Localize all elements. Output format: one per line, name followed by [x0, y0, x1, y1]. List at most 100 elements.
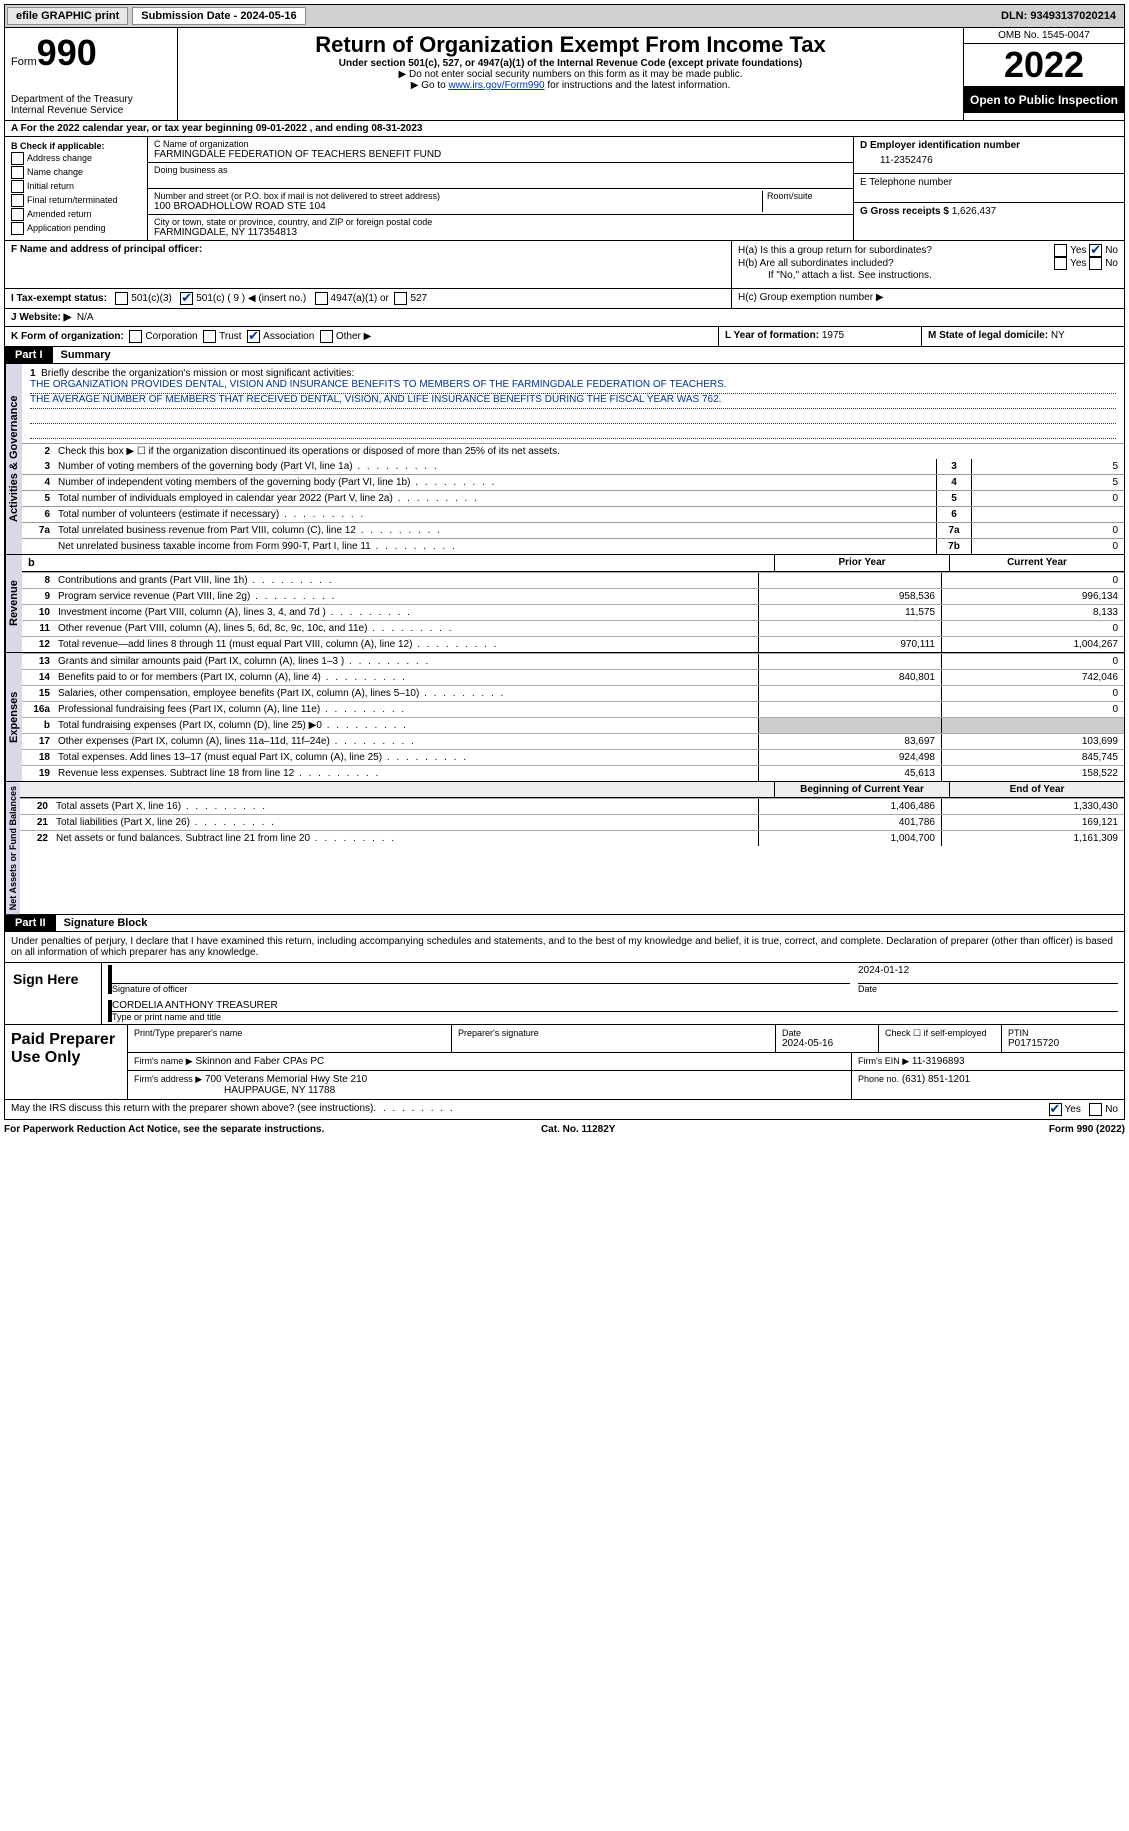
yes-label: Yes [1070, 245, 1086, 256]
city-label: City or town, state or province, country… [154, 217, 847, 227]
financial-row: 20Total assets (Part X, line 16)1,406,48… [20, 798, 1124, 814]
form-header: Form990 Department of the Treasury Inter… [4, 28, 1125, 121]
goto-note: ▶ Go to www.irs.gov/Form990 for instruct… [182, 80, 959, 91]
part1-label: Part I [5, 347, 53, 363]
self-employed-label: Check ☐ if self-employed [879, 1025, 1002, 1052]
financial-row: 21Total liabilities (Part X, line 26)401… [20, 814, 1124, 830]
discuss-yes-cb[interactable] [1049, 1103, 1062, 1116]
cb-amended-return[interactable]: Amended return [11, 208, 141, 221]
cb-other[interactable] [320, 330, 333, 343]
column-d-e-g: D Employer identification number 11-2352… [853, 137, 1124, 240]
financial-row: 17Other expenses (Part IX, column (A), l… [22, 733, 1124, 749]
open-to-public: Open to Public Inspection [964, 87, 1124, 113]
beginning-year-hdr: Beginning of Current Year [774, 782, 949, 797]
goto-pre: ▶ Go to [411, 80, 449, 91]
phone-label: E Telephone number [860, 177, 1118, 188]
state-domicile-value: NY [1051, 330, 1065, 341]
financial-row: 10Investment income (Part VIII, column (… [22, 604, 1124, 620]
ptin-label: PTIN [1008, 1028, 1118, 1038]
discuss-no-cb[interactable] [1089, 1103, 1102, 1116]
hb-ifno: If "No," attach a list. See instructions… [738, 270, 1118, 281]
officer-name-label: Type or print name and title [112, 1012, 1118, 1022]
trust-label: Trust [219, 331, 241, 342]
cb-trust[interactable] [203, 330, 216, 343]
cb-name-change[interactable]: Name change [11, 166, 141, 179]
net-assets-block: Net Assets or Fund Balances Beginning of… [4, 782, 1125, 915]
b-header: B Check if applicable: [11, 141, 141, 151]
financial-row: 9Program service revenue (Part VIII, lin… [22, 588, 1124, 604]
prior-year-hdr: Prior Year [774, 555, 949, 571]
tax-exempt-label: I Tax-exempt status: [11, 293, 107, 304]
net-assets-label: Net Assets or Fund Balances [5, 782, 20, 914]
sign-date-label: Date [858, 984, 1118, 994]
other-label: Other ▶ [336, 331, 371, 342]
dept-treasury: Department of the Treasury [11, 94, 171, 105]
year-formation-value: 1975 [822, 330, 844, 341]
dba-label: Doing business as [154, 165, 847, 175]
year-formation-label: L Year of formation: [725, 330, 819, 341]
mission-line-4 [30, 424, 1116, 439]
cb-address-change[interactable]: Address change [11, 152, 141, 165]
cb-527[interactable] [394, 292, 407, 305]
part2-title: Signature Block [56, 915, 156, 931]
financial-row: 15Salaries, other compensation, employee… [22, 685, 1124, 701]
assoc-label: Association [263, 331, 314, 342]
firm-ein-label: Firm's EIN ▶ [858, 1056, 909, 1066]
website-label: J Website: ▶ [11, 312, 71, 323]
ptin-value: P01715720 [1008, 1038, 1118, 1049]
firm-name: Skinnon and Faber CPAs PC [195, 1056, 324, 1067]
expenses-block: Expenses 13Grants and similar amounts pa… [4, 653, 1125, 782]
efile-print-button[interactable]: efile GRAPHIC print [7, 7, 128, 25]
current-year-hdr: Current Year [949, 555, 1124, 571]
cb-4947[interactable] [315, 292, 328, 305]
discuss-row: May the IRS discuss this return with the… [4, 1100, 1125, 1120]
goto-post: for instructions and the latest informat… [545, 80, 731, 91]
preparer-name-label: Print/Type preparer's name [134, 1028, 445, 1038]
ein-value: 11-2352476 [860, 151, 1118, 170]
mission-line-3 [30, 409, 1116, 424]
financial-row: 14Benefits paid to or for members (Part … [22, 669, 1124, 685]
hb-yes-cb[interactable] [1054, 257, 1067, 270]
yes-label-2: Yes [1070, 258, 1086, 269]
preparer-date-label: Date [782, 1028, 872, 1038]
column-b-checkboxes: B Check if applicable: Address change Na… [5, 137, 148, 240]
officer-name: CORDELIA ANTHONY TREASURER [112, 1000, 1118, 1012]
discuss-text: May the IRS discuss this return with the… [11, 1103, 373, 1116]
cb-final-return[interactable]: Final return/terminated [11, 194, 141, 207]
irs-link[interactable]: www.irs.gov/Form990 [448, 80, 544, 91]
form-title: Return of Organization Exempt From Incom… [182, 32, 959, 58]
financial-row: 19Revenue less expenses. Subtract line 1… [22, 765, 1124, 781]
cb-501c[interactable] [180, 292, 193, 305]
revenue-label: Revenue [5, 555, 22, 652]
hb-no-cb[interactable] [1089, 257, 1102, 270]
firm-name-label: Firm's name ▶ [134, 1056, 193, 1066]
mission-line-2: THE AVERAGE NUMBER OF MEMBERS THAT RECEI… [30, 394, 1116, 409]
ha-yes-cb[interactable] [1054, 244, 1067, 257]
preparer-date: 2024-05-16 [782, 1038, 872, 1049]
paid-preparer-label: Paid Preparer Use Only [5, 1025, 127, 1099]
cb-application-pending[interactable]: Application pending [11, 222, 141, 235]
line-a-calendar-year: A For the 2022 calendar year, or tax yea… [4, 121, 1125, 137]
ha-no-cb[interactable] [1089, 244, 1102, 257]
cb-association[interactable] [247, 330, 260, 343]
cb-501c3[interactable] [115, 292, 128, 305]
omb-number: OMB No. 1545-0047 [964, 28, 1124, 44]
summary-row: 7aTotal unrelated business revenue from … [22, 522, 1124, 538]
form-word-footer: Form [1049, 1124, 1077, 1135]
part2-header: Part II Signature Block [4, 915, 1125, 932]
cb-initial-return[interactable]: Initial return [11, 180, 141, 193]
firm-phone: (631) 851-1201 [902, 1074, 970, 1085]
cat-no: Cat. No. 11282Y [541, 1124, 615, 1135]
signature-officer-label: Signature of officer [112, 984, 850, 994]
footer: For Paperwork Reduction Act Notice, see … [4, 1120, 1125, 1139]
preparer-sig-label: Preparer's signature [458, 1028, 769, 1038]
part1-header: Part I Summary [4, 347, 1125, 364]
financial-row: 8Contributions and grants (Part VIII, li… [22, 572, 1124, 588]
cb-corporation[interactable] [129, 330, 142, 343]
financial-row: bTotal fundraising expenses (Part IX, co… [22, 717, 1124, 733]
q2-text: Check this box ▶ ☐ if the organization d… [54, 444, 1124, 459]
mission-label: Briefly describe the organization's miss… [41, 368, 354, 379]
form-subtitle: Under section 501(c), 527, or 4947(a)(1)… [182, 58, 959, 69]
firm-addr-label: Firm's address ▶ [134, 1074, 202, 1084]
c-name-label: C Name of organization [154, 139, 847, 149]
